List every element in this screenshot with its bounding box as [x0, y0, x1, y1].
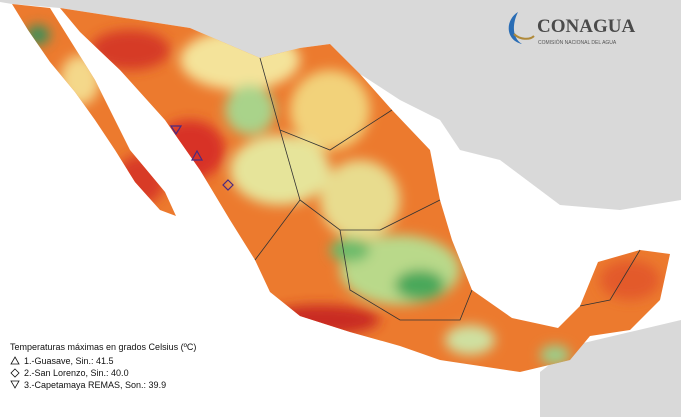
legend-title: Temperaturas máximas en grados Celsius (… — [10, 342, 196, 352]
gulf — [440, 150, 681, 262]
legend-symbol — [10, 380, 20, 389]
legend-entry: 1.-Guasave, Sin.: 41.5 — [24, 356, 114, 366]
state-borders — [254, 57, 641, 321]
logo-subtitle: COMISIÓN NACIONAL DEL AGUA — [538, 39, 617, 46]
legend-entry: 3.-Capetamaya REMAS, Son.: 39.9 — [24, 380, 166, 390]
logo: CONAGUA COMISIÓN NACIONAL DEL AGUA — [508, 12, 635, 46]
legend-symbol — [10, 356, 20, 365]
legend-entry: 2.-San Lorenzo, Sin.: 40.0 — [24, 368, 129, 378]
station-markers — [169, 125, 234, 191]
legend: Temperaturas máximas en grados Celsius (… — [10, 342, 196, 390]
neighbor-land — [540, 320, 681, 417]
neighbor-land — [0, 0, 681, 210]
logo-name: CONAGUA — [537, 16, 635, 37]
legend-symbol — [10, 368, 20, 378]
